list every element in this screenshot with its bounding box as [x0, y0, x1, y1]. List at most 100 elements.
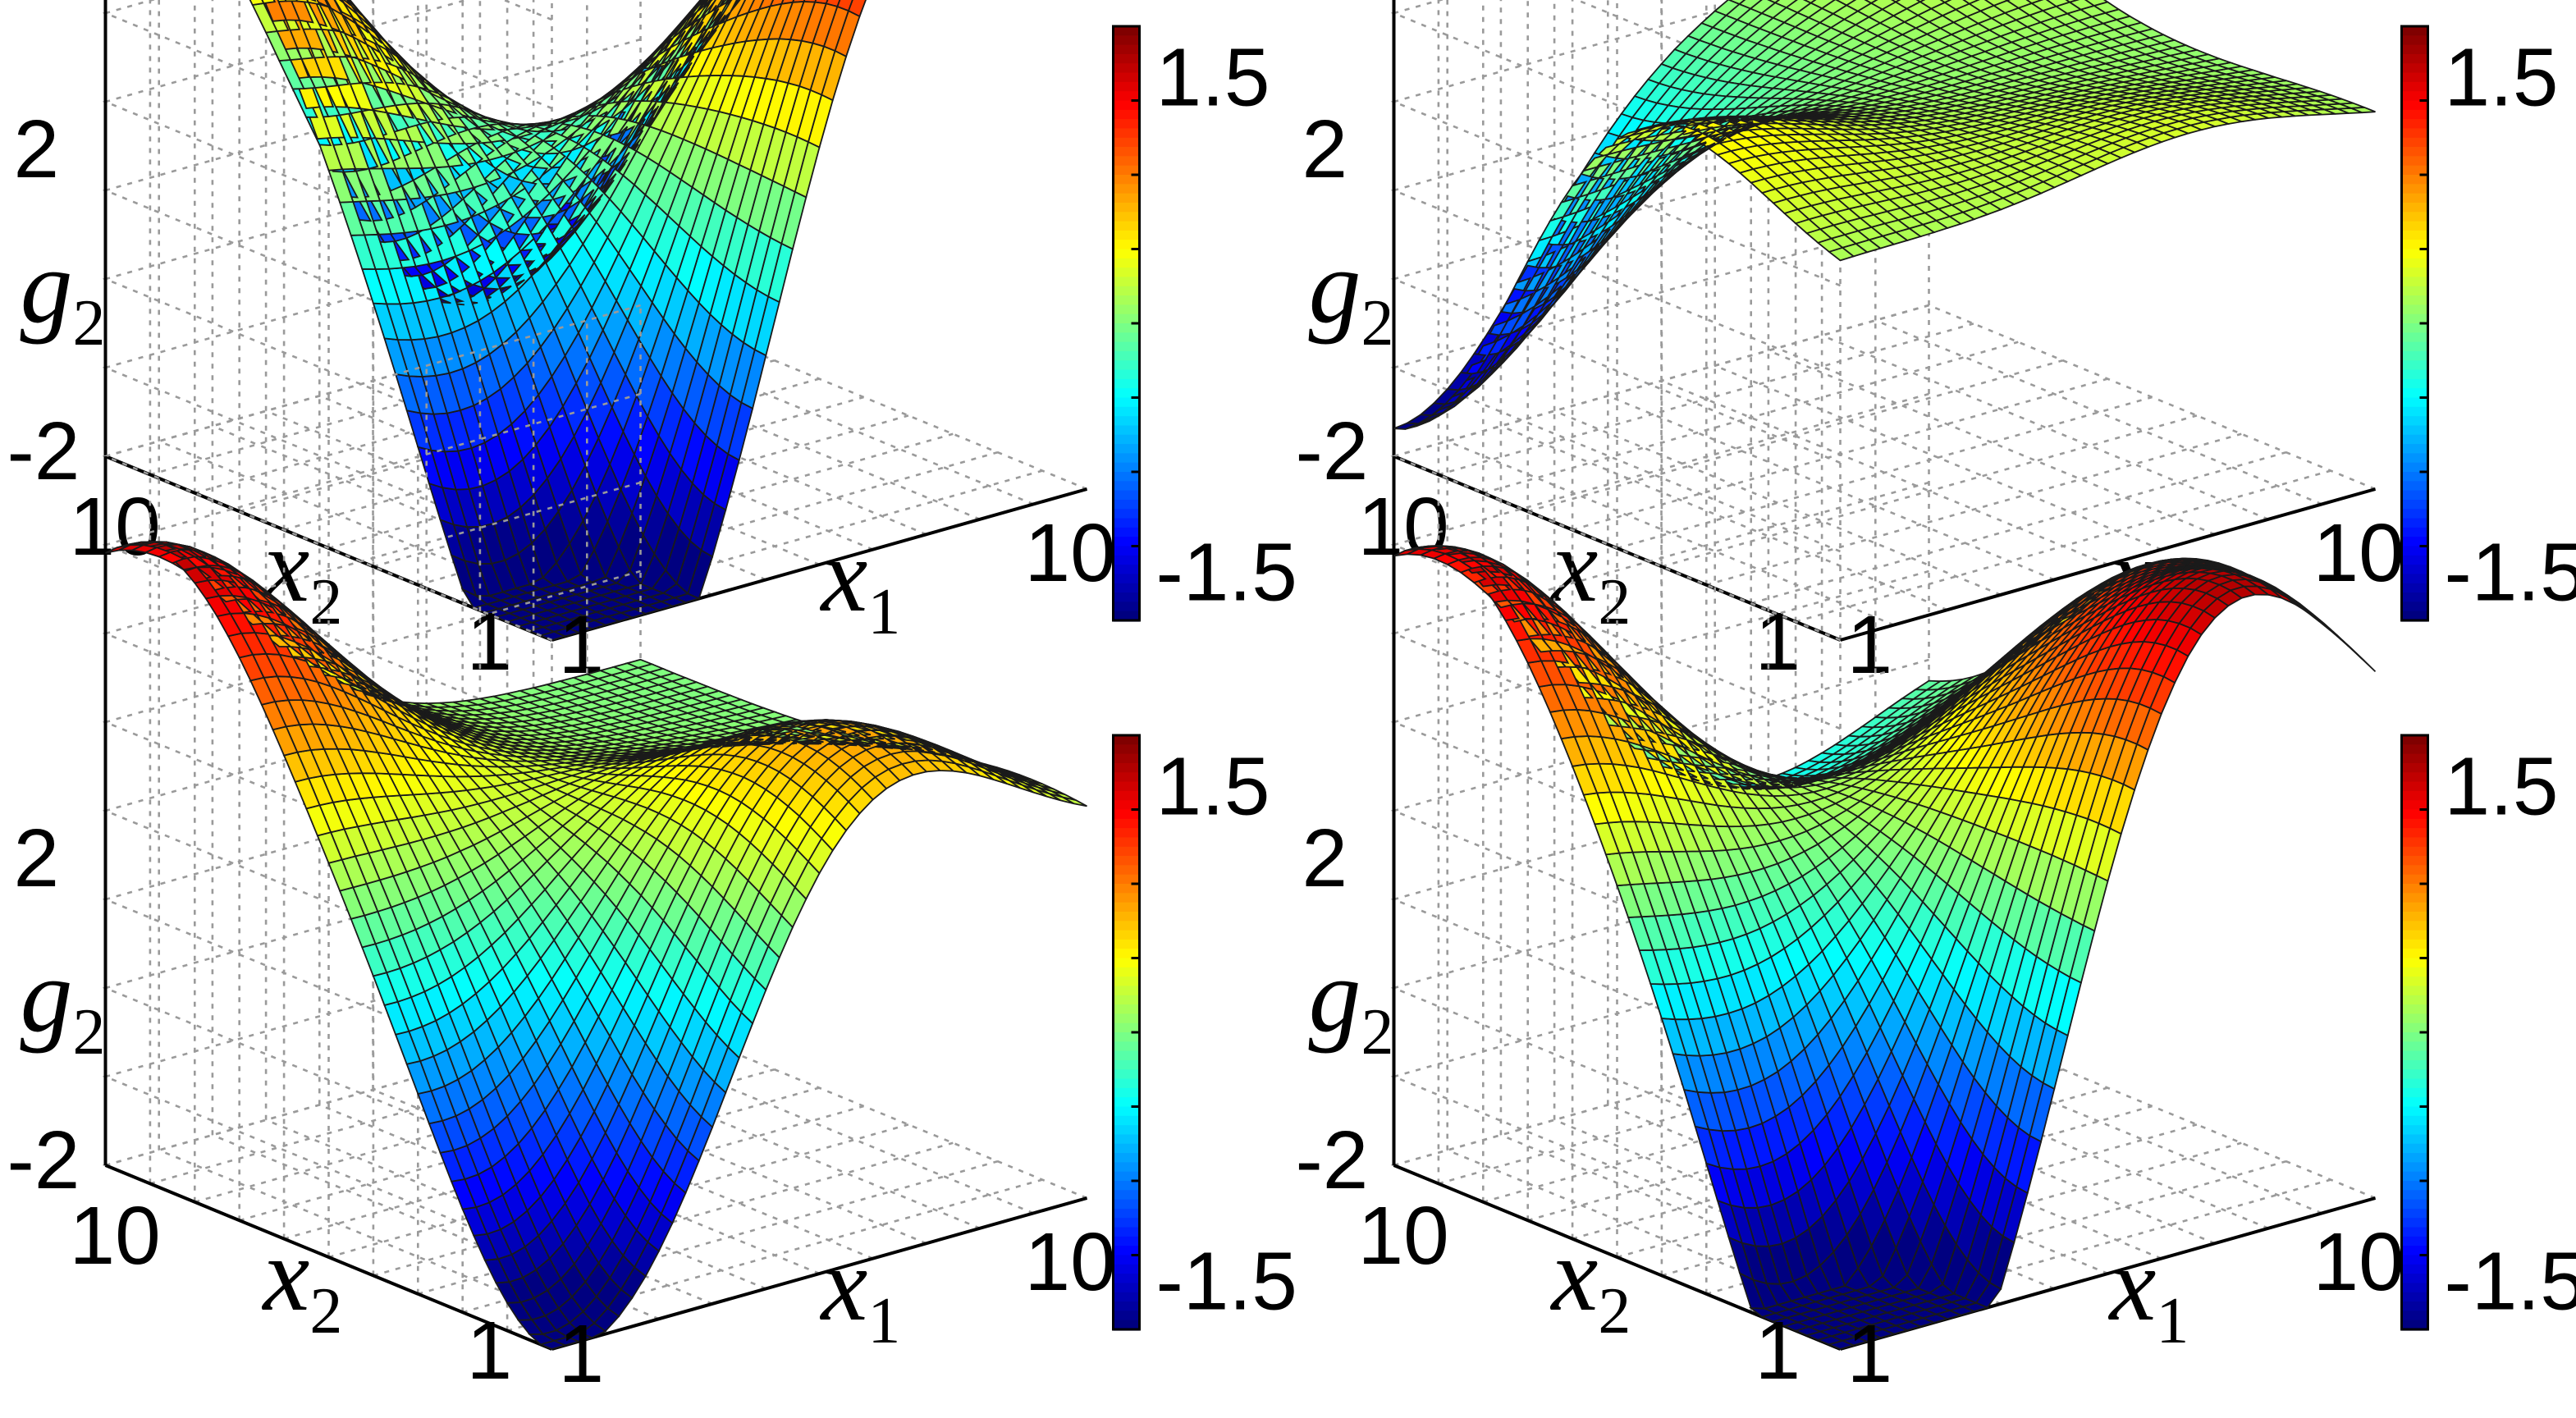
grid-line: [1929, 304, 2376, 491]
colorbar-segment: [1113, 100, 1140, 112]
colorbar-segment: [1113, 499, 1140, 510]
colorbar-segment: [1113, 388, 1140, 400]
colorbar-segment: [2401, 184, 2428, 195]
colorbar-segment: [2401, 249, 2428, 260]
grid-line: [1714, 364, 2162, 551]
colorbar-segment: [2401, 53, 2428, 65]
colorbar-segment: [1113, 81, 1140, 93]
colorbar-segment: [1113, 472, 1140, 483]
colorbar-segment: [1113, 35, 1140, 47]
colorbar-segment: [2401, 44, 2428, 56]
surface-patch: [1962, 0, 1980, 5]
z-axis-label: g2: [21, 228, 106, 359]
colorbar-segment: [2401, 156, 2428, 167]
colorbar-segment: [1113, 555, 1140, 566]
colorbar-segment: [2401, 304, 2428, 316]
colorbar-segment: [1113, 565, 1140, 576]
colorbar-segment: [1113, 397, 1140, 409]
colorbar-segment: [1113, 109, 1140, 121]
colorbar-segment: [1113, 156, 1140, 167]
colorbar-segment: [2401, 240, 2428, 251]
colorbar-segment: [1113, 286, 1140, 297]
colorbar-segment: [1113, 360, 1140, 372]
colorbar-segment: [2401, 602, 2428, 613]
grid-line: [1705, 432, 2242, 587]
colorbar-segment: [2401, 91, 2428, 103]
grid-line: [1527, 359, 2064, 513]
colorbar-segment: [1113, 527, 1140, 538]
x1-axis: [1839, 487, 2377, 642]
colorbar-segment: [2401, 555, 2428, 566]
colorbar-segment: [2401, 286, 2428, 297]
colorbar-segment: [2401, 397, 2428, 409]
colorbar-segment: [2401, 537, 2428, 548]
colorbar-segment: [1113, 453, 1140, 464]
surface-patch: [347, 0, 361, 13]
grid-line: [1500, 424, 1948, 611]
x1-axis-label: x1: [820, 517, 901, 648]
colorbar-segment: [1113, 481, 1140, 492]
surface-patch: [324, 0, 344, 16]
colorbar-segment: [2401, 202, 2428, 213]
grid-line: [1482, 341, 2019, 495]
colorbar-segment: [2401, 109, 2428, 121]
colorbar-segment: [1113, 602, 1140, 613]
grid-line: [1572, 377, 2108, 531]
surface: [1393, 0, 2376, 430]
colorbar-segment: [2401, 527, 2428, 538]
colorbar-segment: [1113, 53, 1140, 65]
x1-tick-label: 10: [1025, 507, 1116, 599]
z-tick-label: -2: [7, 405, 80, 497]
colorbar-segment: [1113, 268, 1140, 279]
colorbar-segment: [2401, 193, 2428, 204]
z-tick-label: -2: [1296, 405, 1369, 497]
colorbar-segment: [2401, 583, 2428, 594]
colorbar-tick-label: 1.5: [2445, 31, 2559, 123]
colorbar-segment: [1113, 313, 1140, 325]
colorbar-segment: [2401, 406, 2428, 418]
colorbar-segment: [2401, 221, 2428, 232]
z-tick-label: 2: [14, 103, 60, 195]
colorbar-segment: [2401, 388, 2428, 400]
colorbar-segment: [2401, 230, 2428, 241]
colorbar-segment: [2401, 81, 2428, 93]
surface-patch: [1393, 422, 1419, 430]
colorbar-segment: [1113, 119, 1140, 130]
colorbar-segment: [1113, 184, 1140, 195]
colorbar-segment: [2401, 444, 2428, 455]
colorbar-segment: [1113, 165, 1140, 176]
colorbar-segment: [2401, 369, 2428, 381]
surface: [105, 541, 1087, 1350]
colorbar-segment: [1113, 350, 1140, 362]
surface-patch: [249, 0, 265, 6]
colorbar-tick-label: -1.5: [2445, 527, 2576, 619]
colorbar-segment: [2401, 518, 2428, 529]
colorbar-segment: [2401, 128, 2428, 140]
colorbar-segment: [2401, 72, 2428, 84]
colorbar-segment: [1113, 26, 1140, 37]
colorbar-segment: [1113, 295, 1140, 306]
grid-line: [1447, 440, 1895, 626]
colorbar-segment: [2401, 453, 2428, 464]
colorbar: 1.5 -1.5: [1112, 25, 1297, 622]
surface-patch: [338, 0, 345, 4]
surface: [249, 0, 867, 641]
colorbar-segment: [1113, 378, 1140, 390]
colorbar-segment: [1113, 369, 1140, 381]
colorbar-segment: [1113, 137, 1140, 149]
colorbar-segment: [1113, 537, 1140, 548]
colorbar-segment: [1113, 444, 1140, 455]
grid-line: [1768, 349, 2216, 536]
colorbar-tick-label: 1.5: [1156, 31, 1270, 123]
x2-axis: [104, 1164, 553, 1351]
colorbar-segment: [1113, 611, 1140, 622]
colorbar-tick-label: -1.5: [1156, 527, 1297, 619]
colorbar-segment: [1113, 490, 1140, 501]
colorbar-segment: [1113, 240, 1140, 251]
colorbar-segment: [2401, 147, 2428, 158]
colorbar-segment: [2401, 295, 2428, 306]
colorbar-segment: [2401, 119, 2428, 130]
